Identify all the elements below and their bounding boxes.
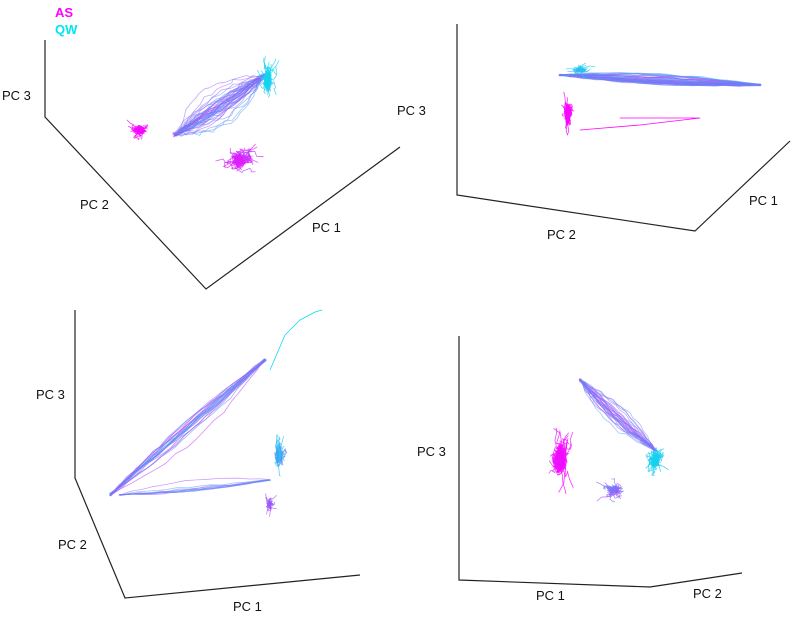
axis-label-pc3-top-right: PC 3: [397, 103, 426, 118]
trajectory-path: [576, 67, 582, 72]
trajectory-path: [276, 448, 282, 456]
trajectories-bottom-left: [109, 309, 323, 517]
trajectory-path: [177, 74, 266, 135]
trajectory-path: [232, 148, 252, 159]
trajectory-path: [612, 488, 622, 500]
axis-label-pc2-top-left: PC 2: [80, 197, 109, 212]
trajectory-path: [172, 74, 264, 134]
trajectory-path: [119, 479, 271, 496]
trajectory-path: [110, 359, 265, 497]
trajectory-path: [175, 74, 266, 135]
trajectory-path: [269, 309, 323, 371]
trajectory-path: [579, 117, 701, 131]
trajectory-path: [564, 112, 570, 125]
trajectory-path: [652, 455, 661, 466]
trajectory-path: [580, 378, 656, 451]
axis-lines-top-left: [44, 40, 401, 290]
trajectory-path: [172, 73, 266, 135]
trajectory-path: [579, 380, 656, 452]
trajectories-top-right: [558, 62, 762, 136]
trajectory-path: [136, 125, 148, 132]
trajectory-path: [654, 453, 661, 466]
panel-bottom-right: PC 3 PC 1 PC 2: [417, 336, 743, 603]
axis-label-pc2-top-right: PC 2: [547, 227, 576, 242]
legend-label-qw: QW: [55, 22, 78, 37]
trajectory-path: [581, 379, 655, 452]
trajectory-path: [579, 378, 656, 451]
axis-lines-bottom-right: [458, 336, 743, 588]
trajectories-bottom-right: [548, 378, 669, 503]
axis-label-pc1-bottom-left: PC 1: [233, 599, 262, 614]
trajectory-path: [578, 379, 655, 452]
trajectory-path: [110, 359, 266, 496]
trajectory-path: [235, 153, 246, 168]
axis-lines-bottom-left: [74, 310, 361, 599]
trajectory-path: [136, 125, 141, 135]
trajectory-path: [556, 445, 566, 471]
trajectory-path: [109, 359, 267, 495]
panel-top-right: PC 3 PC 2 PC 1: [397, 24, 791, 242]
trajectory-path: [604, 485, 619, 492]
legend-label-as: AS: [55, 5, 73, 20]
trajectory-path: [560, 74, 761, 87]
trajectory-path: [264, 76, 269, 91]
trajectory-path: [578, 378, 656, 452]
trajectory-path: [262, 64, 272, 86]
trajectory-path: [245, 154, 259, 163]
axis-label-pc2-bottom-left: PC 2: [58, 537, 87, 552]
trajectory-path: [133, 134, 142, 141]
trajectory-path: [273, 448, 281, 460]
axis-label-pc3-bottom-right: PC 3: [417, 444, 446, 459]
trajectory-path: [174, 73, 267, 136]
trajectory-path: [109, 359, 266, 495]
axis-label-pc1-top-right: PC 1: [749, 193, 778, 208]
trajectory-path: [559, 74, 761, 86]
axis-label-pc3-bottom-left: PC 3: [36, 387, 65, 402]
trajectory-path: [559, 75, 761, 87]
axis-label-pc3-top-left: PC 3: [2, 88, 31, 103]
panel-top-left: PC 3 PC 2 PC 1: [2, 40, 401, 290]
panel-bottom-left: PC 3 PC 2 PC 1: [36, 309, 361, 614]
trajectory-path: [172, 75, 266, 137]
axis-lines-top-right: [456, 24, 791, 232]
axis-label-pc1-bottom-right: PC 1: [536, 588, 565, 603]
trajectory-path: [175, 75, 265, 134]
trajectory-path: [266, 502, 270, 511]
trajectory-path: [176, 76, 267, 134]
trajectory-path: [266, 66, 272, 87]
axis-label-pc1-top-left: PC 1: [312, 220, 341, 235]
trajectory-path: [580, 379, 656, 450]
axis-label-pc2-bottom-right: PC 2: [693, 586, 722, 601]
trajectories-top-left: [126, 55, 280, 173]
trajectory-path: [560, 75, 762, 85]
legend: AS QW: [55, 5, 78, 37]
trajectory-path: [118, 479, 271, 495]
trajectory-path: [118, 477, 271, 496]
trajectory-path: [263, 57, 269, 85]
trajectory-path: [111, 359, 266, 496]
trajectory-path: [174, 73, 266, 135]
trajectory-path: [560, 72, 761, 85]
